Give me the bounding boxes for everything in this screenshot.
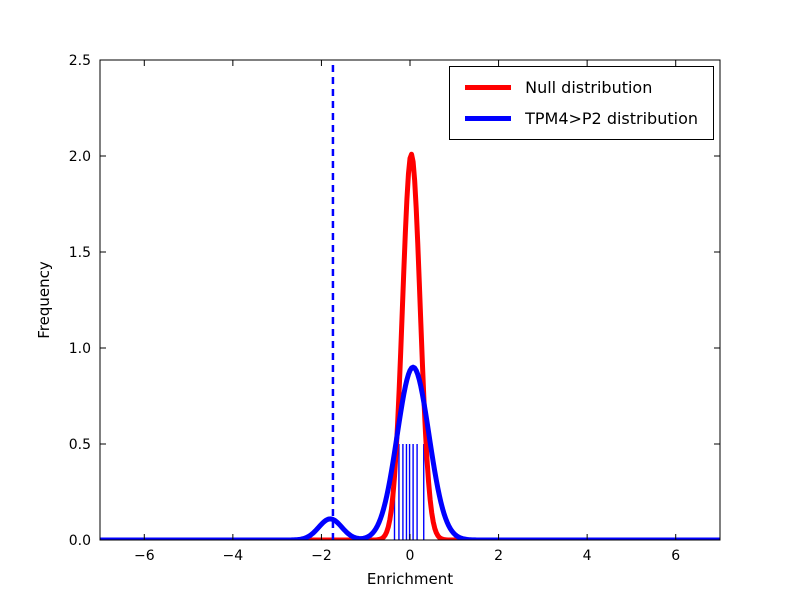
null-distribution-line-swatch [465, 85, 512, 91]
tpm4-p2-distribution-curve [100, 364, 720, 540]
legend-label-tpm4-p2: TPM4>P2 distribution [525, 109, 698, 129]
plot-area [100, 60, 720, 540]
legend-entry-null: Null distribution [465, 78, 698, 97]
y-axis-label: Frequency [35, 261, 53, 339]
legend-entry-tpm4-p2: TPM4>P2 distribution [465, 109, 698, 128]
x-tick-label: 6 [671, 548, 680, 564]
y-tick-label: 2.5 [69, 53, 91, 69]
x-tick-label: 4 [583, 548, 592, 564]
y-tick-label: 0.0 [69, 533, 91, 549]
legend: Null distribution TPM4>P2 distribution [449, 66, 714, 141]
y-tick-label: 1.5 [69, 245, 91, 261]
y-tick-label: 2.0 [69, 149, 91, 165]
y-tick-label: 0.5 [69, 437, 91, 453]
x-tick-label: −6 [134, 548, 155, 564]
legend-label-null: Null distribution [525, 78, 653, 97]
y-tick-label: 1.0 [69, 341, 91, 357]
x-tick-label: −2 [311, 548, 332, 564]
x-tick-label: 2 [494, 548, 503, 564]
null-distribution-curve [100, 151, 720, 540]
x-axis-label: Enrichment [366, 570, 454, 588]
x-tick-label: 0 [406, 548, 415, 564]
x-tick-label: −4 [223, 548, 244, 564]
tpm4-p2-distribution-line-swatch [465, 116, 512, 122]
